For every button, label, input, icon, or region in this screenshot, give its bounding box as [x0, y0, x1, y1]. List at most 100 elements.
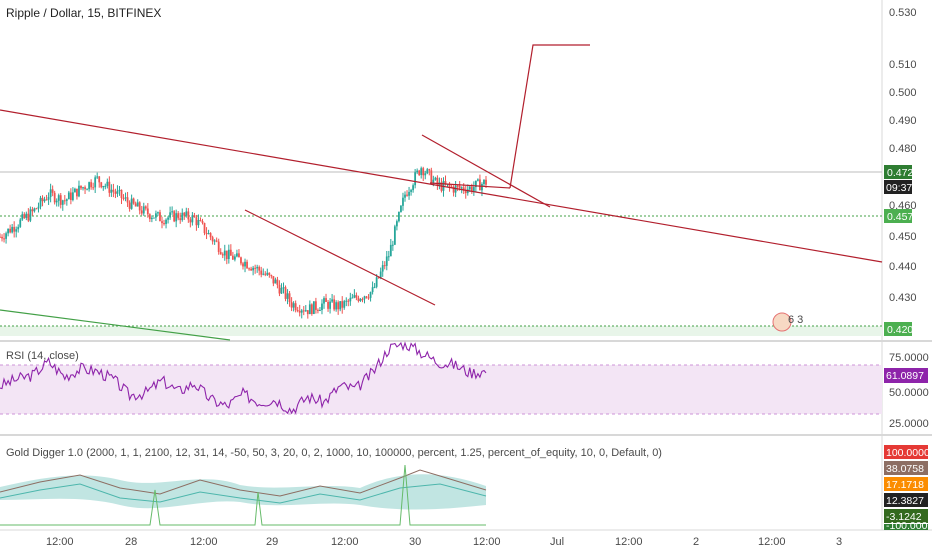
candle-body [108, 181, 111, 193]
candle-body [244, 261, 246, 267]
candle-body [325, 298, 327, 302]
candle-body [483, 179, 485, 185]
candle-body [98, 176, 101, 183]
breakout-projection[interactable] [509, 44, 590, 189]
candle-body [262, 273, 265, 275]
time-tick: 2 [693, 536, 699, 548]
candle-body [128, 202, 131, 209]
candle-body [387, 256, 390, 258]
candle-body [416, 170, 419, 173]
candle-body [41, 197, 44, 202]
candle-body [477, 179, 479, 181]
time-tick: 12:00 [473, 536, 501, 548]
candle-body [55, 200, 58, 203]
candle-body [5, 233, 7, 239]
candle-body [454, 185, 457, 193]
candle-body [371, 287, 374, 293]
candle-body [479, 179, 481, 191]
price-axis[interactable]: 0.530 0.510 0.500 0.490 0.480 0.460 0.45… [884, 7, 917, 336]
candle-body [234, 256, 236, 260]
candle-body [238, 253, 240, 258]
candle-body [88, 182, 90, 190]
candle-body [223, 250, 226, 256]
candle-body [161, 221, 163, 224]
candle-body [276, 279, 279, 286]
time-axis[interactable]: 12:00 28 12:00 29 12:00 30 12:00 Jul 12:… [46, 536, 842, 548]
candle-body [47, 197, 50, 200]
support-level-tag [884, 322, 912, 336]
candle-body [410, 190, 412, 192]
green-trendline[interactable] [0, 309, 231, 341]
last-price-value: 0.472 [887, 167, 913, 179]
candle-body [84, 187, 86, 190]
candle-body [361, 299, 364, 301]
rsi-line [0, 341, 487, 415]
candle-body [61, 200, 64, 205]
candle-body [317, 309, 319, 311]
candle-body [27, 213, 30, 221]
candle-body [264, 273, 267, 275]
indicator-tag [884, 509, 928, 523]
candle-body [1, 236, 3, 239]
price-tick: 0.500 [889, 87, 917, 99]
candle-body [197, 220, 200, 226]
candle-body [207, 233, 210, 235]
rsi-title: RSI (14, close) [6, 350, 79, 362]
indicator-tag [884, 445, 928, 459]
candle-body [43, 199, 46, 202]
price-tick: 0.450 [889, 231, 917, 243]
rsi-value-tag [884, 368, 928, 383]
candle-body [104, 185, 107, 187]
candle-body [173, 211, 176, 222]
candle-body [0, 236, 1, 238]
candle-body [17, 226, 20, 230]
candle-body [72, 192, 74, 200]
indicator-band [0, 474, 486, 510]
trendline-drawings[interactable] [0, 44, 883, 341]
flag-upper-line[interactable] [421, 134, 551, 208]
candle-body [215, 240, 218, 242]
candle-body [225, 250, 228, 260]
candle-body [209, 233, 212, 238]
candle-body [15, 229, 18, 232]
flag-lower-line[interactable] [429, 182, 511, 189]
candle-body [217, 241, 220, 252]
candle-body [138, 202, 141, 211]
candle-body [304, 310, 307, 312]
candle-body [114, 191, 117, 194]
price-pane[interactable] [0, 0, 882, 340]
candle-body [458, 185, 461, 189]
candle-body [414, 172, 417, 186]
news-badge[interactable]: 6 3 [772, 312, 803, 332]
candle-body [300, 310, 303, 313]
candle-body [268, 272, 271, 275]
candle-body [408, 191, 410, 196]
channel-trendline[interactable] [244, 209, 436, 306]
candle-body [23, 214, 26, 219]
candle-body [349, 297, 352, 302]
candle-body [296, 310, 299, 312]
price-tick: 0.480 [889, 143, 917, 155]
candle-body [450, 186, 453, 188]
candle-body [130, 198, 133, 209]
candle-body [462, 187, 465, 191]
candle-body [213, 240, 216, 242]
candle-body [312, 301, 315, 314]
candle-body [398, 211, 400, 222]
time-tick: 12:00 [190, 536, 218, 548]
long-descending-trendline[interactable] [0, 109, 883, 263]
candle-body [272, 276, 275, 284]
candle-body [323, 298, 325, 304]
candle-body [116, 190, 119, 194]
last-price-tag [884, 165, 912, 179]
candle-body [393, 226, 396, 245]
indicator-tag [884, 477, 928, 491]
flag-icon [772, 312, 792, 332]
rsi-tick: 50.0000 [889, 387, 929, 399]
indicator-value: 17.1718 [886, 479, 924, 491]
candle-body [126, 197, 129, 203]
candle-body [402, 197, 404, 206]
candle-body [302, 310, 305, 312]
candle-body [466, 189, 469, 194]
